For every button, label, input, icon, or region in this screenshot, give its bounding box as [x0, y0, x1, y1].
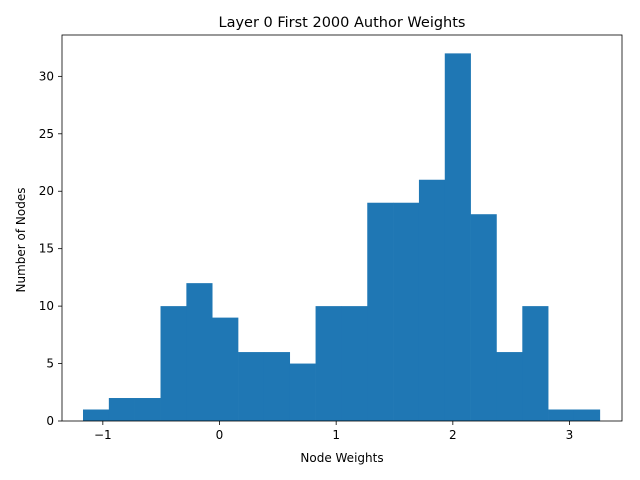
- histogram-bar: [496, 352, 523, 421]
- histogram-bar: [186, 283, 213, 421]
- x-tick-label: 0: [216, 428, 224, 442]
- y-tick-label: 25: [39, 127, 54, 141]
- histogram-bar: [315, 306, 342, 421]
- histogram-bar: [470, 214, 497, 421]
- histogram-bar: [212, 317, 239, 421]
- y-tick-label: 0: [46, 414, 54, 428]
- histogram-bar: [289, 363, 316, 421]
- histogram-bar: [393, 202, 420, 421]
- histogram-bar: [83, 409, 110, 421]
- histogram-bar: [134, 398, 161, 421]
- histogram-bar: [263, 352, 291, 421]
- histogram-bar: [367, 202, 394, 421]
- bars-group: [83, 53, 601, 421]
- histogram-bar: [418, 179, 446, 421]
- chart-title: Layer 0 First 2000 Author Weights: [218, 15, 465, 31]
- x-tick-label: 1: [332, 428, 340, 442]
- histogram-bar: [160, 306, 187, 421]
- x-tick-label: 3: [566, 428, 574, 442]
- y-tick-label: 10: [39, 299, 54, 313]
- plot-frame: [61, 34, 623, 422]
- x-axis-label: Node Weights: [300, 451, 383, 465]
- histogram-bar: [573, 409, 601, 421]
- y-tick-label: 5: [46, 357, 54, 371]
- y-tick-label: 20: [39, 184, 54, 198]
- y-axis-label: Number of Nodes: [14, 188, 28, 293]
- x-tick-label: 2: [449, 428, 457, 442]
- histogram-bar: [548, 409, 575, 421]
- histogram-bar: [108, 398, 135, 421]
- y-tick-label: 15: [39, 242, 54, 256]
- histogram-bar: [238, 352, 265, 421]
- histogram-bar: [444, 53, 471, 421]
- histogram-bar: [341, 306, 368, 421]
- y-tick-label: 30: [39, 69, 54, 83]
- x-tick-label: −1: [94, 428, 112, 442]
- histogram-bar: [522, 306, 549, 421]
